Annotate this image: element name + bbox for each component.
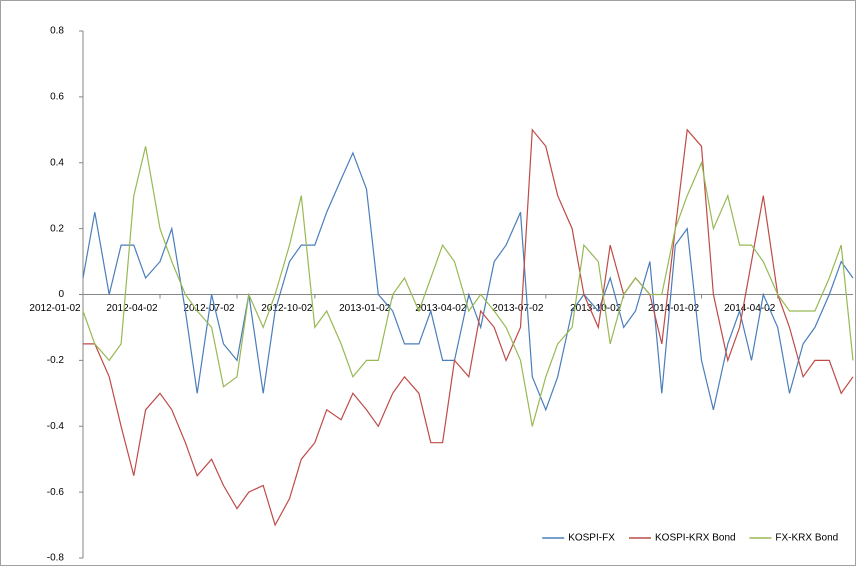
x-tick-label: 2014-01-02 — [648, 303, 700, 314]
series-line — [82, 151, 854, 412]
x-tick-label: 2012-10-02 — [261, 303, 313, 314]
y-tick-label: -0.6 — [47, 487, 65, 498]
y-tick-label: 0.2 — [50, 223, 64, 234]
x-tick-label: 2012-01-02 — [29, 303, 81, 314]
x-tick-label: 2013-01-02 — [339, 303, 391, 314]
x-tick-label: 2013-07-02 — [492, 303, 544, 314]
legend-label: KOSPI-KRX Bond — [655, 533, 736, 544]
y-tick-label: 0.4 — [50, 157, 64, 168]
y-tick-label: -0.8 — [47, 553, 65, 564]
x-tick-label: 2013-04-02 — [415, 303, 467, 314]
series-line — [83, 128, 854, 527]
y-tick-label: 0.6 — [50, 92, 64, 103]
x-tick-label: 2014-04-02 — [724, 303, 776, 314]
legend-label: KOSPI-FX — [568, 533, 615, 544]
y-tick-label: -0.4 — [47, 421, 65, 432]
series-line — [82, 146, 854, 427]
legend-label: FX-KRX Bond — [775, 533, 838, 544]
x-tick-label: 2012-04-02 — [106, 303, 158, 314]
y-tick-label: -0.2 — [47, 355, 65, 366]
y-tick-label: 0.8 — [50, 26, 64, 37]
y-tick-label: 0 — [58, 289, 64, 300]
